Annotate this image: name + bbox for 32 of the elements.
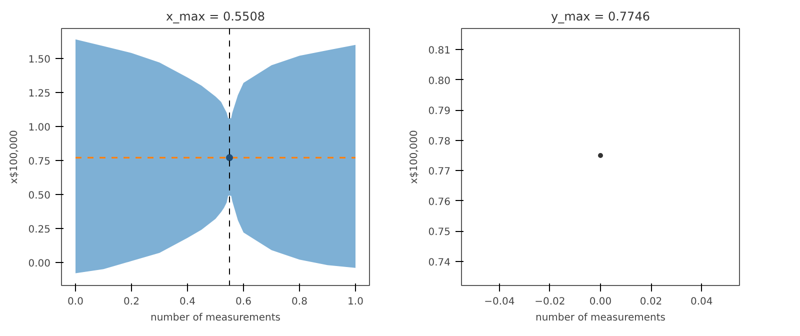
y-tick-label: 1.25 [28,88,50,100]
x-tick-label: 0.6 [236,296,252,308]
chart-title: x_max = 0.5508 [166,10,265,24]
x-tick-label: 0.4 [180,296,196,308]
y-tick-label: 0.80 [428,76,450,87]
x-tick-label: −0.02 [534,296,566,308]
y-axis-title: x$100,000 [9,130,20,184]
x-tick-label: 0.8 [292,296,308,308]
y-tick-label: 0.50 [28,190,50,202]
x-tick-label: 0.02 [640,296,662,308]
y-tick-label: 1.50 [28,54,50,66]
y-tick-label: 0.76 [428,196,450,208]
x-tick-label: −0.04 [484,296,515,308]
x-axis-title: number of measurements [536,312,666,324]
y-tick-label: 0.25 [28,224,50,236]
y-tick-label: 1.00 [28,122,50,134]
x-tick-label: 0.00 [589,296,612,308]
x-tick-label: 1.0 [348,296,364,308]
y-tick-label: 0.75 [28,156,50,168]
y-axis-title: x$100,000 [409,130,420,184]
y-tick-label: 0.78 [428,136,450,148]
y-tick-label: 0.79 [428,106,450,118]
y-tick-label: 0.74 [428,257,450,268]
y-tick-label: 0.77 [428,166,450,178]
x-tick-label: 0.0 [68,296,84,308]
chart-title: y_max = 0.7746 [551,10,650,24]
x-tick-label: 0.2 [124,296,140,308]
y-tick-label: 0.75 [428,227,450,238]
y-tick-label: 0.81 [428,46,450,57]
x-tick-label: 0.04 [690,296,713,308]
x-axis-title: number of measurements [150,312,280,324]
y-tick-label: 0.00 [28,258,50,270]
